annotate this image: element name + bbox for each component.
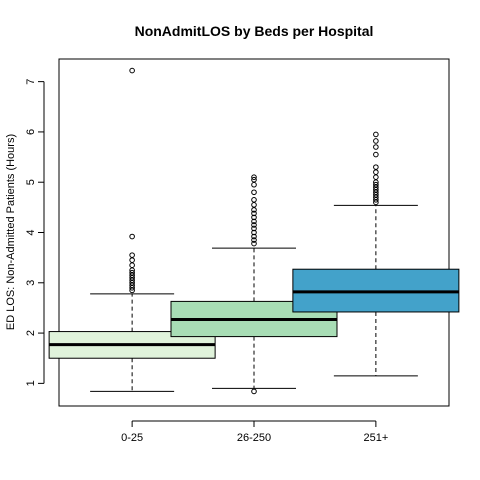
outlier-point <box>373 131 379 138</box>
outlier-point <box>251 225 257 232</box>
boxes-group <box>48 67 460 395</box>
outlier-point <box>373 164 379 170</box>
outlier-point <box>129 252 135 258</box>
outlier-point <box>251 189 257 196</box>
outlier-point <box>373 169 379 175</box>
y-axis: 1 2 3 4 5 6 7 <box>25 79 45 386</box>
y-tick-label: 1 <box>25 380 37 386</box>
outlier-point <box>129 257 135 263</box>
outlier-point <box>129 262 135 268</box>
y-tick-label: 6 <box>25 129 37 135</box>
y-axis-label: ED LOS: Non-Admitted Patients (Hours) <box>5 134 17 330</box>
outlier-point <box>251 174 257 180</box>
plot-frame <box>58 58 450 407</box>
y-tick-label: 4 <box>25 229 37 235</box>
outlier-point <box>251 181 257 188</box>
y-tick-label: 3 <box>25 280 37 286</box>
outlier-point <box>251 197 257 203</box>
x-tick-label: 0-25 <box>121 432 143 444</box>
outlier-point <box>251 210 257 217</box>
outlier-point <box>251 214 257 221</box>
outlier-point <box>251 218 257 225</box>
chart-title: NonAdmitLOS by Beds per Hospital <box>135 23 374 39</box>
outlier-point <box>251 229 257 236</box>
y-tick-label: 7 <box>25 79 37 85</box>
outlier-point <box>251 222 257 228</box>
y-tick-label: 2 <box>25 330 37 336</box>
outlier-point <box>251 202 257 208</box>
outlier-point <box>251 233 257 240</box>
outlier-point <box>373 174 379 180</box>
outlier-point <box>373 181 379 188</box>
y-tick-label: 5 <box>25 179 37 185</box>
x-tick-label: 251+ <box>363 432 388 444</box>
outlier-point <box>251 176 257 183</box>
outlier-point <box>251 240 257 247</box>
outlier-point <box>251 388 257 395</box>
outlier-point <box>373 151 379 158</box>
box-251+ <box>292 131 460 377</box>
outlier-point <box>129 67 135 74</box>
outlier-point <box>251 237 257 243</box>
x-axis: 0-25 26-250 251+ <box>121 420 388 444</box>
outlier-point <box>129 269 135 276</box>
outlier-point <box>373 144 379 150</box>
outlier-point <box>129 233 135 240</box>
outlier-point <box>373 138 379 144</box>
x-tick-label: 26-250 <box>237 432 271 444</box>
box-0-25 <box>48 67 216 392</box>
